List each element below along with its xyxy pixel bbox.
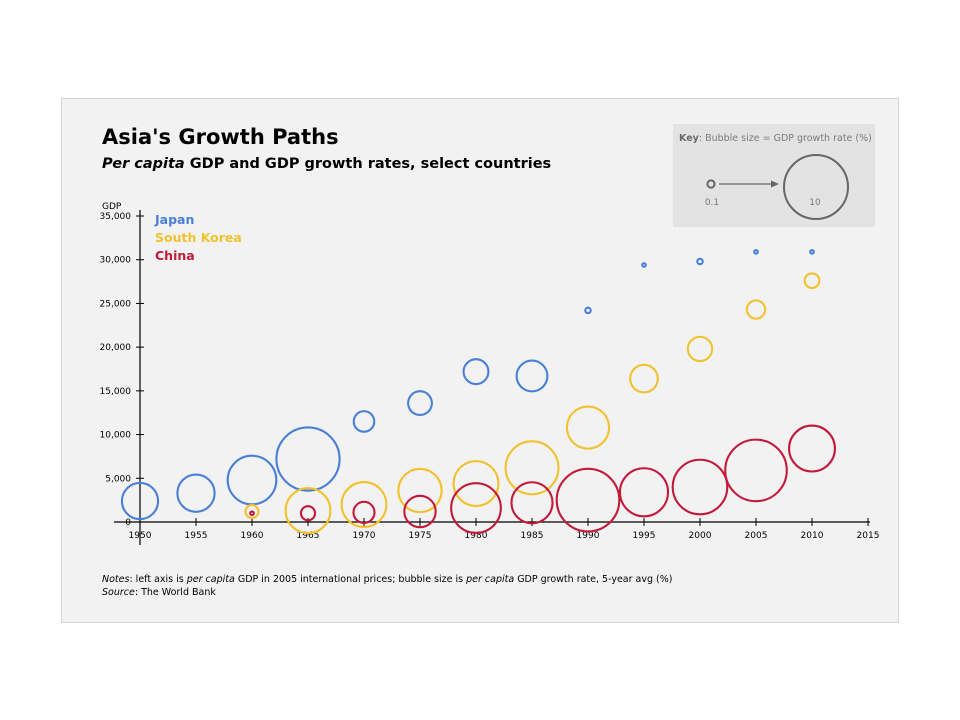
bubble-south-korea [803, 272, 821, 290]
chart-axes: GDP [102, 202, 870, 545]
x-tick-label: 2010 [801, 531, 824, 541]
bubble-south-korea [629, 363, 659, 394]
bubble-china [618, 467, 670, 518]
y-tick-label: 20,000 [100, 343, 132, 353]
x-tick-label: 1950 [129, 531, 152, 541]
bubble-south-korea [340, 481, 388, 528]
bubble-china [249, 510, 255, 517]
key-small-circle [706, 179, 716, 189]
key-large-circle [783, 154, 849, 220]
y-tick-label: 5,000 [105, 474, 131, 484]
bubble-south-korea [565, 405, 611, 450]
chart-subtitle: Per capita GDP and GDP growth rates, sel… [102, 156, 551, 172]
x-tick-label: 2015 [857, 531, 880, 541]
bubble-china [724, 438, 788, 503]
bubble-japan [120, 481, 160, 521]
bubble-south-korea [686, 335, 714, 363]
y-tick-label: 35,000 [100, 212, 132, 222]
x-tick-label: 1960 [241, 531, 264, 541]
bubble-japan [275, 426, 341, 492]
notes-italic-2: per capita [466, 574, 515, 585]
source-text: : The World Bank [134, 587, 216, 598]
y-tick-label: 15,000 [100, 387, 132, 397]
source-label: Source [102, 587, 135, 598]
bubble-japan [515, 359, 549, 393]
bubble-china [352, 500, 376, 524]
y-tick-label: 10,000 [100, 431, 132, 441]
legend-label-japan: Japan [154, 212, 194, 227]
chart-ticks: 0 5,000 10,000 15,000 20,000 25,000 30,000 35,0… [100, 212, 880, 541]
bubble-china [510, 481, 554, 525]
y-tick-label: 0 [125, 518, 131, 528]
bubble-japan [352, 410, 376, 433]
y-tick-label: 25,000 [100, 299, 132, 309]
notes-text-3: GDP growth rate, 5-year avg (%) [514, 574, 673, 585]
bubble-japan [462, 358, 490, 386]
legend-label-china: China [155, 248, 195, 263]
y-tick-label: 30,000 [100, 256, 132, 266]
bubble-china [787, 424, 836, 473]
bubble-japan [696, 257, 704, 266]
y-axis-label: GDP [102, 202, 122, 212]
legend-label-south-korea: South Korea [155, 230, 242, 245]
bubble-south-korea [745, 299, 767, 320]
notes-text-2: GDP in 2005 international prices; bubble… [234, 574, 467, 585]
notes-label: Notes [102, 574, 130, 585]
subtitle-rest: GDP and GDP growth rates, select countri… [184, 156, 552, 172]
notes-line: Notes: left axis is per capita GDP in 20… [102, 573, 672, 586]
key-large-value: 10 [809, 198, 821, 208]
bubble-japan [407, 390, 433, 417]
notes-text-1: : left axis is [129, 574, 187, 585]
key-arrow-head [771, 180, 779, 188]
bubble-south-korea [397, 467, 443, 514]
chart-title: Asia's Growth Paths [102, 125, 339, 149]
key-box: Key: Bubble size = GDP growth rate (%) [673, 124, 875, 227]
bubble-china [299, 505, 317, 522]
x-tick-label: 1995 [633, 531, 656, 541]
bubble-south-korea [504, 440, 560, 496]
x-tick-label: 2005 [745, 531, 768, 541]
bubble-south-korea [244, 503, 260, 520]
bubble-china [450, 482, 502, 534]
key-caption-bold: Key [679, 133, 699, 144]
x-tick-label: 1980 [465, 531, 488, 541]
bubble-japan [226, 454, 278, 506]
subtitle-italic: Per capita [102, 156, 185, 172]
x-tick-label: 1975 [409, 531, 432, 541]
bubble-south-korea [284, 487, 332, 535]
bubble-china [671, 458, 729, 516]
x-tick-label: 1955 [185, 531, 208, 541]
key-caption-rest: : Bubble size = GDP growth rate (%) [698, 133, 872, 144]
source-line: Source: The World Bank [102, 586, 672, 599]
bubble-japan [176, 473, 216, 513]
key-marks: 0.1 10 [705, 154, 849, 220]
bubble-china [403, 494, 437, 529]
key-caption: Key: Bubble size = GDP growth rate (%) [679, 133, 872, 144]
bubble-japan [584, 306, 592, 315]
chart-notes: Notes: left axis is per capita GDP in 20… [102, 573, 672, 599]
key-small-value: 0.1 [705, 198, 719, 208]
chart-bubbles [120, 248, 836, 535]
bubble-japan [753, 248, 759, 255]
x-tick-label: 1990 [577, 531, 600, 541]
x-tick-label: 1985 [521, 531, 544, 541]
x-tick-label: 1970 [353, 531, 376, 541]
x-tick-label: 2000 [689, 531, 712, 541]
bubble-japan [641, 262, 647, 268]
bubble-japan [809, 248, 815, 255]
notes-italic-1: per capita [186, 574, 235, 585]
bubble-china [555, 467, 621, 533]
bubble-south-korea [452, 460, 500, 507]
x-tick-label: 1965 [297, 531, 320, 541]
chart-legend: Japan South Korea China [154, 212, 242, 263]
